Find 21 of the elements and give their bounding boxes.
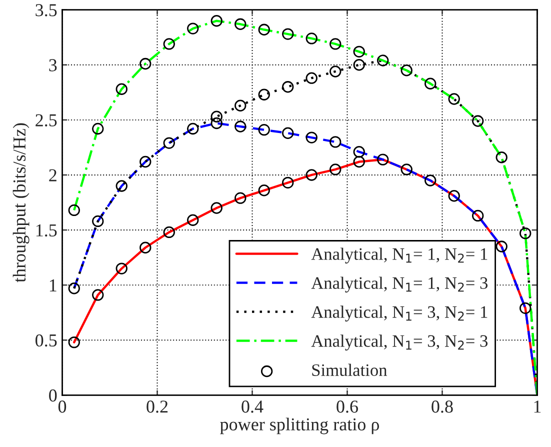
legend-label: Analytical, N$_{1}$= 1, N$_{2}$= 1	[311, 248, 488, 264]
y-tick-label: 1.5	[36, 224, 57, 237]
x-tick-label: 0	[58, 400, 66, 413]
x-tick-label: 0.2	[146, 400, 168, 413]
legend-label: Analytical, N$_{1}$= 3, N$_{2}$= 3	[311, 334, 488, 350]
y-tick-label: 2	[49, 169, 56, 182]
y-tick-label: 2.5	[36, 114, 57, 126]
legend-label: Analytical, N$_{1}$= 1, N$_{2}$= 3	[311, 276, 488, 292]
y-tick-label: 3	[49, 59, 57, 72]
legend-label: Analytical, N$_{1}$= 3, N$_{2}$= 1	[311, 306, 488, 322]
y-axis-title: throughput (bits/s/Hz)	[12, 123, 30, 282]
x-tick-label: 0.4	[242, 400, 264, 413]
y-tick-label: 0	[49, 389, 57, 402]
y-tick-label: 1	[50, 279, 56, 292]
x-tick-label: 0.6	[336, 400, 358, 413]
legend-label: Simulation	[312, 364, 388, 376]
x-axis-title: power splitting ratio ρ	[220, 418, 379, 434]
x-tick-label: 0.8	[432, 400, 453, 413]
y-tick-label: 3.5	[36, 4, 57, 16]
y-tick-label: 0.5	[36, 334, 57, 347]
x-tick-label: 1	[534, 400, 541, 413]
